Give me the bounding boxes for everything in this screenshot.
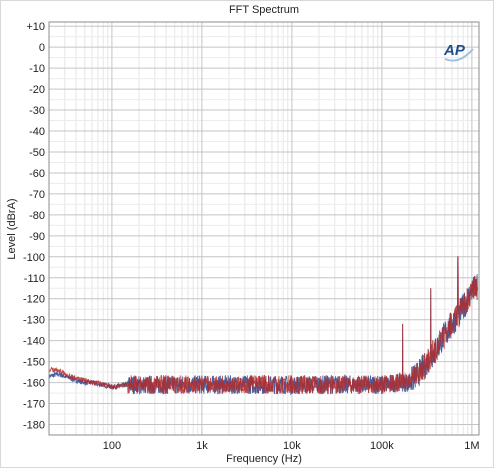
y-tick-label: -160 <box>23 378 45 390</box>
x-tick-labels: 100 1k 10k 100k 1M <box>103 440 480 452</box>
grid-major <box>49 22 479 435</box>
y-tick-label: -180 <box>23 420 45 432</box>
y-tick-label: -20 <box>29 84 45 96</box>
x-axis-label: Frequency (Hz) <box>226 453 302 465</box>
y-tick-label: -50 <box>29 147 45 159</box>
y-axis-label: Level (dBrA) <box>6 198 18 259</box>
y-tick-label: -150 <box>23 357 45 369</box>
ap-logo-text: AP <box>443 42 466 59</box>
y-tick-label: -40 <box>29 126 45 138</box>
y-tick-label: -30 <box>29 105 45 117</box>
y-tick-label: -10 <box>29 63 45 75</box>
chart-title: FFT Spectrum <box>229 4 299 16</box>
y-tick-label: -130 <box>23 315 45 327</box>
y-tick-label: -90 <box>29 231 45 243</box>
ap-logo: AP <box>443 42 474 62</box>
y-tick-label: -120 <box>23 294 45 306</box>
plot-border <box>48 21 480 436</box>
y-tick-label: -110 <box>24 273 45 285</box>
y-tick-label: +10 <box>26 21 45 33</box>
x-tick-label: 100 <box>103 440 121 452</box>
series-line <box>48 256 478 395</box>
x-tick-label: 10k <box>283 440 301 452</box>
x-tick-label: 100k <box>370 440 394 452</box>
series-layer <box>48 256 478 396</box>
y-tick-label: -80 <box>29 210 45 222</box>
y-tick-label: -70 <box>29 189 45 201</box>
y-tick-labels: +10 0 -10 -20 -30 -40 -50 -60 -70 -80 -90 -100 -110 -… <box>23 21 45 431</box>
y-tick-label: -100 <box>23 252 45 264</box>
plot-background <box>49 22 479 435</box>
y-tick-label: -170 <box>23 399 45 411</box>
x-tick-label: 1M <box>464 440 479 452</box>
grid-minor <box>48 22 479 436</box>
y-tick-label: -60 <box>29 168 45 180</box>
x-tick-label: 1k <box>196 440 208 452</box>
y-tick-label: 0 <box>39 42 45 54</box>
y-tick-label: -140 <box>23 336 45 348</box>
